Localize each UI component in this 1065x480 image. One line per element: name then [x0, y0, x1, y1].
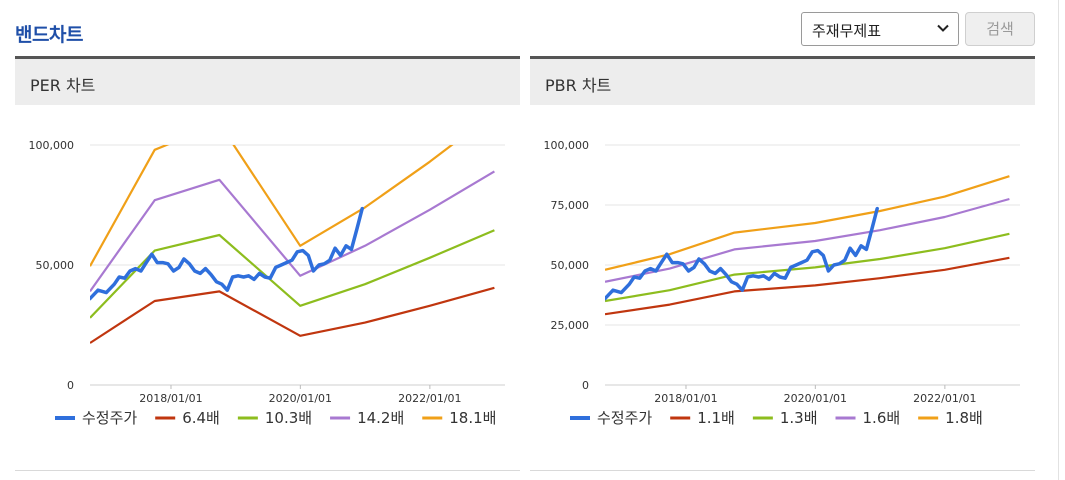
- pbr-legend-label: 1.8배: [945, 409, 983, 427]
- per-series-group: [90, 145, 495, 344]
- per-panel-divider: [15, 470, 520, 471]
- statement-type-select[interactable]: 주재무제표: [801, 12, 959, 46]
- pbr-series-line-price: [605, 206, 879, 301]
- per-chart-title: PER 차트: [15, 59, 520, 105]
- pbr-series-line-band-3: [605, 197, 1010, 283]
- per-x-tick-label: 2022/01/01: [398, 392, 461, 405]
- per-y-tick-label: 50,000: [36, 259, 75, 272]
- pbr-legend-label: 수정주가: [597, 409, 652, 427]
- per-legend-label: 10.3배: [265, 409, 312, 427]
- per-chart-panel: PER 차트 0 50,000 100,000 2018/01/01 2020/01/0…: [15, 56, 520, 471]
- per-series-line-band-1: [90, 286, 495, 344]
- pbr-y-tick-label: 25,000: [551, 319, 590, 332]
- pbr-legend-label: 1.1배: [697, 409, 735, 427]
- pbr-legend-label: 1.6배: [863, 409, 901, 427]
- pbr-series-line-band-1: [605, 256, 1010, 316]
- pbr-chart-title: PBR 차트: [530, 59, 1035, 105]
- pbr-legend-label: 1.3배: [780, 409, 818, 427]
- pbr-y-tick-label: 50,000: [551, 259, 590, 272]
- per-legend-label: 수정주가: [82, 409, 137, 427]
- pbr-series-line-band-4: [605, 175, 1010, 271]
- search-button[interactable]: 검색: [965, 12, 1035, 46]
- pbr-y-tick-label: 75,000: [551, 199, 590, 212]
- per-legend-label: 14.2배: [357, 409, 404, 427]
- per-y-tick-label: 0: [67, 379, 74, 392]
- per-y-tick-label: 100,000: [29, 139, 75, 152]
- pbr-x-tick-label: 2022/01/01: [913, 392, 976, 405]
- per-series-line-price: [90, 206, 364, 301]
- per-series-line-band-2: [90, 229, 495, 319]
- per-x-tick-label: 2020/01/01: [269, 392, 332, 405]
- per-x-tick-label: 2018/01/01: [139, 392, 202, 405]
- pbr-x-tick-label: 2018/01/01: [654, 392, 717, 405]
- pbr-band-chart: 0 25,000 50,000 75,000 100,000 2018/01/01 2020…: [544, 139, 1020, 427]
- page-title: 밴드차트: [15, 24, 83, 46]
- per-band-chart: 0 50,000 100,000 2018/01/01 2020/01/01 2022/0…: [29, 139, 505, 427]
- per-legend-label: 18.1배: [449, 409, 496, 427]
- page-right-border: [1058, 0, 1059, 480]
- pbr-x-tick-label: 2020/01/01: [784, 392, 847, 405]
- pbr-y-tick-label: 100,000: [544, 139, 590, 152]
- per-series-line-band-4: [90, 145, 454, 267]
- pbr-series-group: [605, 175, 1010, 316]
- pbr-panel-divider: [530, 470, 1035, 471]
- chevron-down-icon: [937, 24, 949, 32]
- per-series-line-band-3: [90, 170, 495, 293]
- pbr-chart-panel: PBR 차트 0 25,000 50,000 75,000 100,000 2018/01…: [530, 56, 1035, 471]
- pbr-y-tick-label: 0: [582, 379, 589, 392]
- pbr-series-line-band-2: [605, 232, 1010, 303]
- statement-type-select-value: 주재무제표: [812, 22, 882, 40]
- per-legend-label: 6.4배: [182, 409, 220, 427]
